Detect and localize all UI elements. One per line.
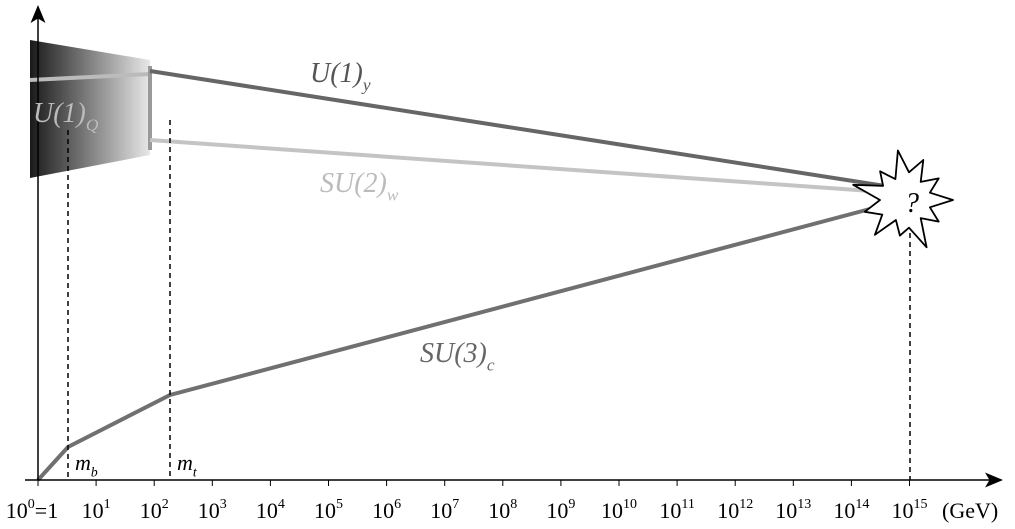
tick-base: 10 (314, 498, 336, 523)
x-tick-label: 100=1 (6, 497, 58, 523)
tick-exponent: 7 (452, 497, 459, 512)
mb-label-sub: b (91, 465, 98, 480)
mt-label: mt (177, 450, 198, 480)
tick-exponent: 1 (104, 497, 111, 512)
tick-exponent: 12 (739, 497, 753, 512)
x-tick-label: 103 (198, 497, 227, 523)
tick-exponent: 14 (855, 497, 869, 512)
tick-base: 10 (372, 498, 394, 523)
x-tick-label: 1011 (659, 497, 694, 523)
u1y-label: U(1)y (310, 58, 371, 94)
u1y-label-main: U(1) (310, 58, 363, 89)
tick-base: 10 (546, 498, 568, 523)
tick-suffix: =1 (35, 498, 58, 523)
x-axis-unit: (GeV) (942, 498, 998, 523)
tick-exponent: 9 (568, 497, 575, 512)
u1q-label-main: U(1) (33, 98, 86, 129)
x-tick-label: 105 (314, 497, 343, 523)
tick-exponent: 3 (220, 497, 227, 512)
mb-label-main: m (75, 450, 91, 475)
tick-exponent: 6 (394, 497, 401, 512)
x-tick-label: 1015 (892, 497, 928, 523)
su2-line (149, 138, 886, 194)
tick-base: 10 (140, 498, 162, 523)
su3-label-sub: c (487, 355, 495, 374)
tick-exponent: 5 (336, 497, 343, 512)
mt-label-main: m (177, 450, 193, 475)
su2-label-main: SU(2) (320, 168, 387, 199)
mb-label: mb (75, 450, 98, 480)
x-tick-label: 107 (430, 497, 459, 523)
unification-burst (852, 149, 954, 249)
tick-exponent: 4 (278, 497, 285, 512)
tick-base: 10 (6, 498, 28, 523)
su3-label-main: SU(3) (420, 338, 487, 369)
u1q-line (29, 72, 151, 82)
x-tick-label: 1013 (775, 497, 811, 523)
u1y-label-sub: y (361, 75, 371, 94)
su2-label: SU(2)w (320, 168, 399, 204)
tick-base: 10 (430, 498, 452, 523)
tick-exponent: 0 (28, 497, 35, 512)
su3-line (36, 203, 886, 482)
tick-base: 10 (488, 498, 510, 523)
tick-base: 10 (892, 498, 914, 523)
x-tick-label: 1014 (833, 497, 869, 523)
x-tick-label: 108 (488, 497, 517, 523)
x-tick-label: 1012 (717, 497, 753, 523)
tick-base: 10 (601, 498, 623, 523)
su3-label: SU(3)c (420, 338, 495, 374)
u1q-label: U(1)Q (33, 98, 99, 134)
tick-exponent: 13 (797, 497, 811, 512)
tick-exponent: 10 (623, 497, 637, 512)
tick-base: 10 (717, 498, 739, 523)
tick-base: 10 (198, 498, 220, 523)
x-tick-label: 102 (140, 497, 169, 523)
tick-base: 10 (833, 498, 855, 523)
tick-base: 10 (659, 498, 681, 523)
x-tick-label: 101 (82, 497, 111, 523)
tick-exponent: 15 (914, 497, 928, 512)
tick-base: 10 (256, 498, 278, 523)
tick-base: 10 (775, 498, 797, 523)
tick-base: 10 (82, 498, 104, 523)
burst-shape (852, 149, 954, 249)
mt-label-sub: t (193, 465, 198, 480)
x-tick-label: 104 (256, 497, 285, 523)
u1y-line (149, 69, 886, 188)
x-tick-label: 106 (372, 497, 401, 523)
unification-mark: ? (905, 188, 919, 219)
tick-exponent: 8 (510, 497, 517, 512)
tick-exponent: 2 (162, 497, 169, 512)
x-tick-label: 1010 (601, 497, 637, 523)
u1q-label-sub: Q (86, 115, 99, 134)
x-tick-label: 109 (546, 497, 575, 523)
su2-label-sub: w (387, 185, 399, 204)
tick-exponent: 11 (681, 497, 694, 512)
